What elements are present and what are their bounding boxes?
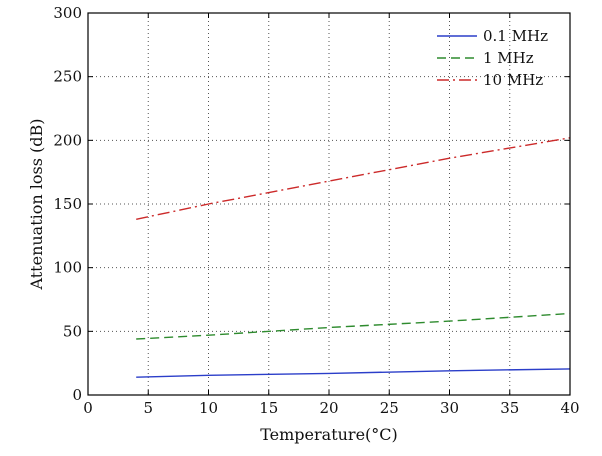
x-tick-label: 25 bbox=[380, 399, 399, 417]
y-tick-label: 300 bbox=[53, 4, 82, 22]
y-tick-label: 100 bbox=[53, 259, 82, 277]
x-tick-label: 35 bbox=[500, 399, 519, 417]
legend-label: 0.1 MHz bbox=[483, 27, 548, 45]
y-tick-label: 250 bbox=[53, 68, 82, 86]
x-tick-label: 20 bbox=[319, 399, 338, 417]
series-line bbox=[136, 312, 571, 340]
y-axis-label: Attenuation loss (dB) bbox=[27, 118, 46, 290]
legend-label: 1 MHz bbox=[483, 49, 534, 67]
series-line bbox=[136, 368, 571, 378]
x-tick-label: 15 bbox=[259, 399, 278, 417]
x-tick-label: 0 bbox=[83, 399, 93, 417]
y-tick-label: 0 bbox=[72, 386, 82, 404]
x-tick-label: 5 bbox=[143, 399, 153, 417]
y-tick-label: 200 bbox=[53, 131, 82, 149]
grid bbox=[88, 13, 570, 395]
x-tick-label: 10 bbox=[199, 399, 218, 417]
y-tick-label: 150 bbox=[53, 195, 82, 213]
series-lines bbox=[136, 137, 571, 378]
series-line bbox=[136, 137, 571, 220]
x-axis-label: Temperature(°C) bbox=[260, 425, 398, 444]
axis-ticks: 0 5 10 15 20 25 30 35 40 0 50 100 150 200 250 300 bbox=[53, 4, 579, 417]
x-tick-label: 40 bbox=[560, 399, 579, 417]
y-tick-label: 50 bbox=[63, 322, 82, 340]
legend-label: 10 MHz bbox=[483, 71, 543, 89]
legend: 0.1 MHz 1 MHz 10 MHz bbox=[437, 27, 548, 89]
x-tick-label: 30 bbox=[440, 399, 459, 417]
